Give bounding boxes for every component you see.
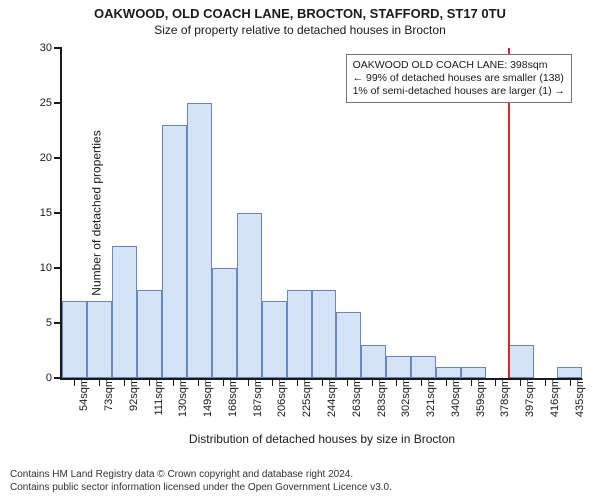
x-tick-label: 168sqm — [227, 378, 239, 417]
y-tick — [54, 322, 62, 324]
x-tick-label: 321sqm — [425, 378, 437, 417]
annotation-box: OAKWOOD OLD COACH LANE: 398sqm ← 99% of … — [346, 54, 572, 103]
annotation-line-2: ← 99% of detached houses are smaller (13… — [353, 72, 565, 85]
x-tick-label: 54sqm — [78, 378, 90, 411]
bar — [62, 301, 87, 378]
x-tick-label: 435sqm — [574, 378, 586, 417]
footer-line-2: Contains public sector information licen… — [10, 481, 392, 494]
x-tick — [149, 378, 150, 386]
chart-container: 051015202530 54sqm73sqm92sqm111sqm130sqm… — [60, 48, 580, 378]
x-tick — [495, 378, 496, 386]
bar — [262, 301, 287, 378]
x-tick-label: 244sqm — [326, 378, 338, 417]
bar — [386, 356, 411, 378]
x-tick-label: 111sqm — [153, 378, 165, 416]
x-tick-label: 283sqm — [376, 378, 388, 417]
bar — [461, 367, 486, 378]
annotation-line-3: 1% of semi-detached houses are larger (1… — [353, 85, 565, 98]
y-tick — [54, 157, 62, 159]
x-tick-label: 302sqm — [400, 378, 412, 417]
x-tick — [471, 378, 472, 386]
y-tick-label: 0 — [46, 372, 52, 384]
bar — [557, 367, 582, 378]
x-tick — [297, 378, 298, 386]
x-tick — [99, 378, 100, 386]
footer-attribution: Contains HM Land Registry data © Crown c… — [10, 468, 392, 494]
x-tick-label: 206sqm — [276, 378, 288, 417]
x-tick-label: 340sqm — [450, 378, 462, 417]
page-subtitle: Size of property relative to detached ho… — [0, 21, 600, 37]
y-tick-label: 5 — [46, 317, 52, 329]
x-tick — [272, 378, 273, 386]
bar — [112, 246, 137, 378]
x-tick — [198, 378, 199, 386]
bar — [336, 312, 361, 378]
y-axis-title: Number of detached properties — [90, 130, 104, 295]
bar — [162, 125, 187, 378]
bar — [436, 367, 461, 378]
bar — [87, 301, 112, 378]
x-tick — [322, 378, 323, 386]
x-tick — [396, 378, 397, 386]
bar — [287, 290, 312, 378]
x-tick-label: 149sqm — [202, 378, 214, 417]
x-tick — [446, 378, 447, 386]
bar — [212, 268, 237, 378]
plot-area: 051015202530 54sqm73sqm92sqm111sqm130sqm… — [60, 48, 582, 380]
footer-line-1: Contains HM Land Registry data © Crown c… — [10, 468, 392, 481]
x-tick-label: 130sqm — [177, 378, 189, 417]
x-tick — [124, 378, 125, 386]
x-tick — [248, 378, 249, 386]
x-tick — [372, 378, 373, 386]
x-tick — [173, 378, 174, 386]
bar — [312, 290, 337, 378]
x-tick-label: 73sqm — [103, 378, 115, 411]
bar — [509, 345, 534, 378]
y-tick — [54, 377, 62, 379]
y-tick-label: 10 — [40, 262, 52, 274]
y-tick-label: 25 — [40, 97, 52, 109]
y-tick — [54, 102, 62, 104]
page-title: OAKWOOD, OLD COACH LANE, BROCTON, STAFFO… — [0, 0, 600, 21]
x-tick — [347, 378, 348, 386]
x-tick — [74, 378, 75, 386]
x-tick-label: 263sqm — [351, 378, 363, 417]
y-tick-label: 15 — [40, 207, 52, 219]
x-tick-label: 225sqm — [301, 378, 313, 417]
x-tick-label: 187sqm — [252, 378, 264, 417]
x-tick — [570, 378, 571, 386]
x-tick — [545, 378, 546, 386]
x-tick-label: 416sqm — [549, 378, 561, 417]
bar — [411, 356, 436, 378]
x-tick — [520, 378, 521, 386]
bar — [361, 345, 386, 378]
x-tick-label: 397sqm — [524, 378, 536, 417]
y-tick — [54, 47, 62, 49]
bar — [137, 290, 162, 378]
bar — [187, 103, 212, 378]
x-tick-label: 359sqm — [475, 378, 487, 417]
x-tick — [421, 378, 422, 386]
bar — [237, 213, 262, 378]
annotation-line-1: OAKWOOD OLD COACH LANE: 398sqm — [353, 59, 565, 72]
x-tick-label: 92sqm — [128, 378, 140, 411]
y-tick-label: 20 — [40, 152, 52, 164]
y-tick — [54, 212, 62, 214]
y-tick-label: 30 — [40, 42, 52, 54]
x-tick-label: 378sqm — [499, 378, 511, 417]
x-tick — [223, 378, 224, 386]
x-axis-title: Distribution of detached houses by size … — [62, 432, 582, 446]
y-tick — [54, 267, 62, 269]
